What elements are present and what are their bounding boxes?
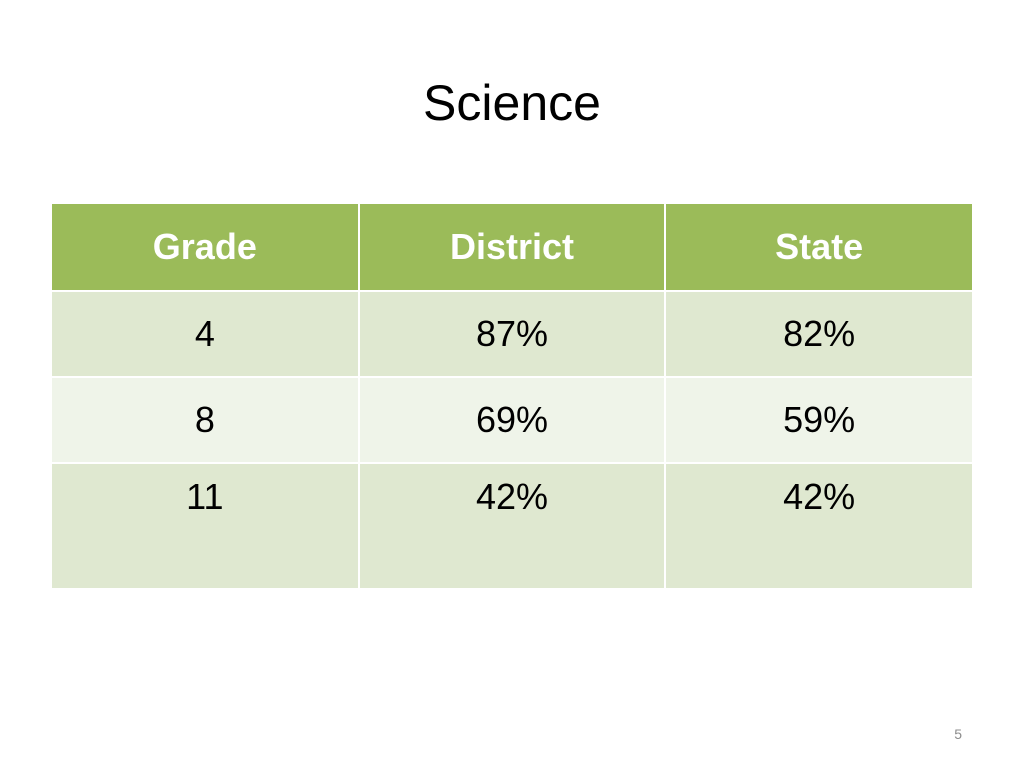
cell-grade: 4 bbox=[52, 291, 360, 378]
table-body: 4 87% 82% 8 69% 59% 11 42% 42% bbox=[52, 291, 972, 590]
header-district: District bbox=[358, 204, 667, 292]
science-results-table: Grade District State 4 87% 82% 8 69% 59%… bbox=[52, 204, 972, 590]
table-row: 11 42% 42% bbox=[52, 463, 972, 590]
cell-district: 87% bbox=[358, 291, 667, 378]
cell-state: 42% bbox=[665, 463, 972, 590]
table-header: Grade District State bbox=[52, 204, 972, 292]
cell-district: 42% bbox=[358, 463, 667, 590]
header-row: Grade District State bbox=[52, 204, 972, 292]
cell-district: 69% bbox=[358, 377, 667, 464]
table-row: 8 69% 59% bbox=[52, 377, 972, 464]
header-state: State bbox=[665, 204, 972, 292]
page-number: 5 bbox=[954, 726, 962, 742]
cell-grade: 8 bbox=[52, 377, 360, 464]
header-grade: Grade bbox=[52, 204, 360, 292]
slide-title: Science bbox=[423, 75, 601, 131]
cell-state: 82% bbox=[665, 291, 972, 378]
table-row: 4 87% 82% bbox=[52, 291, 972, 378]
cell-state: 59% bbox=[665, 377, 972, 464]
cell-grade: 11 bbox=[52, 463, 360, 590]
